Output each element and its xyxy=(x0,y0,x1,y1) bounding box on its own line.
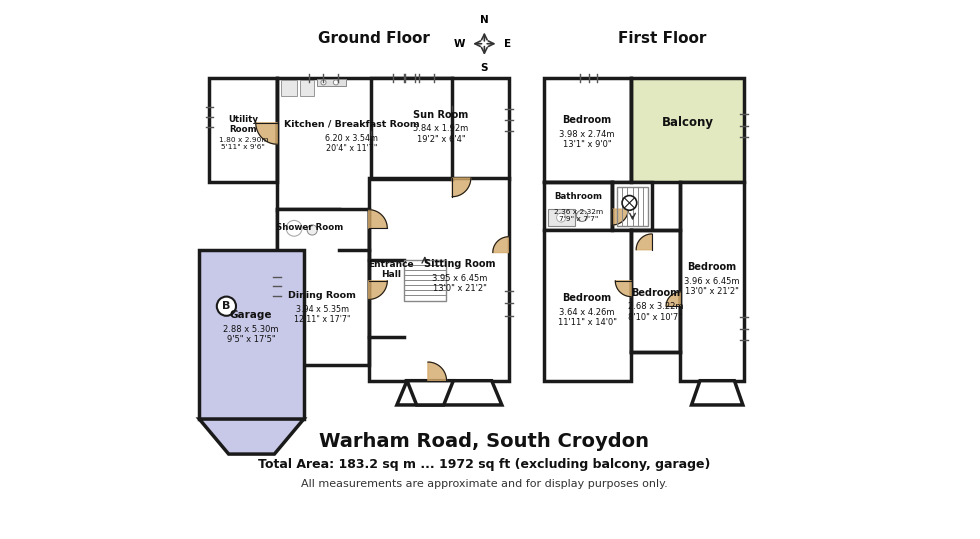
Text: Shower Room: Shower Room xyxy=(275,223,343,232)
Circle shape xyxy=(576,210,588,222)
Bar xyxy=(300,80,314,96)
Polygon shape xyxy=(544,78,631,182)
Text: 6.20 x 3.54m
20'4" x 11'7": 6.20 x 3.54m 20'4" x 11'7" xyxy=(325,134,378,153)
Text: 2.36 x 2.32m
7'9" x 7'7": 2.36 x 2.32m 7'9" x 7'7" xyxy=(554,209,604,223)
Text: Kitchen / Breakfast Room: Kitchen / Breakfast Room xyxy=(284,120,419,129)
Polygon shape xyxy=(544,182,612,230)
Circle shape xyxy=(217,296,236,316)
Text: S: S xyxy=(480,63,488,73)
Text: 3.95 x 6.45m
13'0" x 21'2": 3.95 x 6.45m 13'0" x 21'2" xyxy=(432,274,488,293)
Text: W: W xyxy=(454,39,465,49)
Bar xyxy=(404,260,446,301)
Polygon shape xyxy=(615,281,631,296)
Text: Bedroom: Bedroom xyxy=(631,288,680,298)
Polygon shape xyxy=(199,250,304,419)
Text: 3.64 x 4.26m
11'11" x 14'0": 3.64 x 4.26m 11'11" x 14'0" xyxy=(558,308,616,327)
Text: Bedroom: Bedroom xyxy=(687,262,736,272)
Polygon shape xyxy=(544,230,631,381)
Polygon shape xyxy=(612,182,652,230)
Text: Utility
Room: Utility Room xyxy=(228,115,259,134)
Text: 3.98 x 2.74m
13'1" x 9'0": 3.98 x 2.74m 13'1" x 9'0" xyxy=(560,130,614,149)
Polygon shape xyxy=(493,237,509,253)
Text: First Floor: First Floor xyxy=(618,31,707,46)
Text: 2.68 x 3.22m
8'10" x 10'7": 2.68 x 3.22m 8'10" x 10'7" xyxy=(627,302,683,322)
Text: 1.80 x 2.90m
5'11" x 9'6": 1.80 x 2.90m 5'11" x 9'6" xyxy=(219,137,269,150)
Text: Sitting Room: Sitting Room xyxy=(424,259,496,270)
Text: Bedroom: Bedroom xyxy=(563,115,612,126)
Text: E: E xyxy=(504,39,511,49)
Text: Entrance
Hall: Entrance Hall xyxy=(368,260,414,279)
Polygon shape xyxy=(277,78,452,210)
Polygon shape xyxy=(636,234,652,250)
Polygon shape xyxy=(612,209,628,225)
Text: Bedroom: Bedroom xyxy=(563,293,612,303)
Bar xyxy=(548,209,574,226)
Text: All measurements are approximate and for display purposes only.: All measurements are approximate and for… xyxy=(301,479,667,489)
Text: Garage: Garage xyxy=(230,310,272,320)
Polygon shape xyxy=(210,78,277,182)
Bar xyxy=(617,186,648,226)
Polygon shape xyxy=(397,381,502,405)
Bar xyxy=(281,80,297,96)
Bar xyxy=(317,79,346,86)
Polygon shape xyxy=(692,381,743,405)
Text: 5.84 x 1.92m
19'2" x 6'4": 5.84 x 1.92m 19'2" x 6'4" xyxy=(414,125,468,144)
Text: 3.94 x 5.35m
12'11" x 17'7": 3.94 x 5.35m 12'11" x 17'7" xyxy=(294,305,351,324)
Polygon shape xyxy=(256,123,277,144)
Text: Ground Floor: Ground Floor xyxy=(318,31,430,46)
Polygon shape xyxy=(452,178,470,197)
Text: B: B xyxy=(222,301,230,311)
Circle shape xyxy=(307,225,318,235)
Text: Sun Room: Sun Room xyxy=(414,110,468,120)
Text: Total Area: 183.2 sq m ... 1972 sq ft (excluding balcony, garage): Total Area: 183.2 sq m ... 1972 sq ft (e… xyxy=(258,458,710,471)
Text: Bathroom: Bathroom xyxy=(555,192,603,201)
Polygon shape xyxy=(428,362,447,381)
Text: 2.88 x 5.30m
9'5" x 17'5": 2.88 x 5.30m 9'5" x 17'5" xyxy=(223,324,279,344)
Polygon shape xyxy=(407,381,454,405)
Polygon shape xyxy=(631,78,744,182)
Text: Warham Road, South Croydon: Warham Road, South Croydon xyxy=(319,432,650,451)
Text: Balcony: Balcony xyxy=(662,116,713,129)
Text: N: N xyxy=(480,15,489,25)
Text: Dining Room: Dining Room xyxy=(288,291,357,300)
Polygon shape xyxy=(666,292,680,306)
Polygon shape xyxy=(680,182,744,381)
Polygon shape xyxy=(368,178,509,381)
Polygon shape xyxy=(277,209,368,365)
Polygon shape xyxy=(368,281,387,300)
Polygon shape xyxy=(368,210,387,229)
Circle shape xyxy=(320,80,326,85)
Polygon shape xyxy=(277,209,339,250)
Text: 3.96 x 6.45m
13'0" x 21'2": 3.96 x 6.45m 13'0" x 21'2" xyxy=(684,277,740,296)
Polygon shape xyxy=(631,230,680,353)
Circle shape xyxy=(557,213,565,222)
Polygon shape xyxy=(371,78,509,179)
Circle shape xyxy=(333,80,338,85)
Polygon shape xyxy=(199,419,304,454)
Circle shape xyxy=(622,196,637,210)
